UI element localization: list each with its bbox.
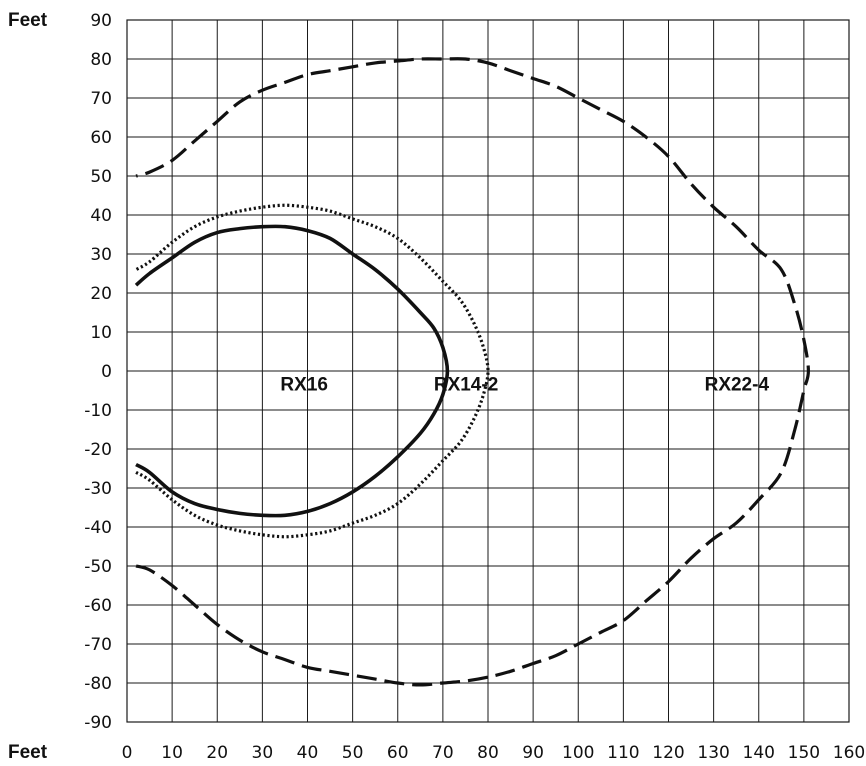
y-tick-label: 0 (101, 362, 112, 382)
y-tick-label: -80 (84, 674, 112, 694)
x-tick-label: 0 (122, 743, 133, 763)
y-tick-label: -40 (84, 518, 112, 538)
series-layer (134, 57, 810, 687)
series-label-rx14-2: RX14-2 (434, 375, 498, 396)
y-axis-title: Feet (8, 10, 48, 31)
y-tick-label: -90 (84, 713, 112, 733)
x-tick-label: 10 (161, 743, 183, 763)
x-tick-label: 90 (522, 743, 544, 763)
series-label-rx16: RX16 (280, 375, 328, 396)
x-axis-title: Feet (8, 742, 48, 763)
x-tick-label: 30 (252, 743, 274, 763)
y-tick-label: -30 (84, 479, 112, 499)
x-tick-label: 60 (387, 743, 409, 763)
plot-frame (126, 19, 850, 723)
y-tick-label: 60 (90, 128, 112, 148)
y-tick-label: 80 (90, 50, 112, 70)
y-tick-label: -20 (84, 440, 112, 460)
x-tick-label: 150 (788, 743, 820, 763)
x-tick-label: 20 (206, 743, 228, 763)
x-tick-label: 80 (477, 743, 499, 763)
x-tick-label: 40 (297, 743, 319, 763)
x-tick-label: 130 (697, 743, 729, 763)
y-tick-label: 70 (90, 89, 112, 109)
series-line-rx22-4 (135, 57, 810, 687)
grid (126, 19, 850, 723)
x-tick-label: 160 (833, 743, 865, 763)
x-tick-label: 140 (743, 743, 775, 763)
x-tick-label: 50 (342, 743, 364, 763)
x-tick-label: 110 (607, 743, 639, 763)
y-tick-label: 90 (90, 11, 112, 31)
series-label-rx22-4: RX22-4 (705, 375, 770, 396)
x-tick-label: 70 (432, 743, 454, 763)
y-tick-label: 20 (90, 284, 112, 304)
y-tick-label: 40 (90, 206, 112, 226)
y-tick-label: 10 (90, 323, 112, 343)
y-tick-label: -50 (84, 557, 112, 577)
x-tick-label: 120 (652, 743, 684, 763)
tick-labels: 0 10 20 30 40 50 60 70 80 90 100 110 120 130 140 150 160… (84, 11, 865, 763)
y-tick-label: -60 (84, 596, 112, 616)
y-tick-label: 30 (90, 245, 112, 265)
series-labels: RX16 RX14-2 RX22-4 (280, 375, 769, 396)
y-tick-label: 50 (90, 167, 112, 187)
series-line-rx16 (134, 224, 450, 518)
x-tick-label: 100 (562, 743, 594, 763)
y-tick-label: -10 (84, 401, 112, 421)
y-tick-label: -70 (84, 635, 112, 655)
